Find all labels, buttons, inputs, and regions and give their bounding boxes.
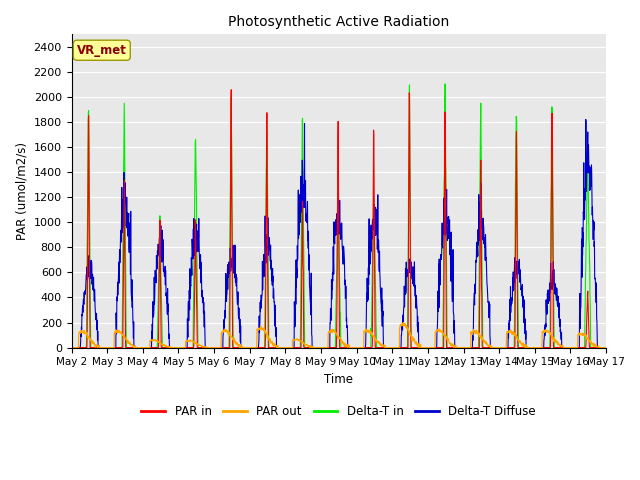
Y-axis label: PAR (umol/m2/s): PAR (umol/m2/s)	[15, 142, 28, 240]
Delta-T Diffuse	[68, 345, 76, 350]
Line: PAR out: PAR out	[72, 323, 606, 348]
Line: Delta-T Diffuse: Delta-T Diffuse	[72, 120, 606, 348]
PAR in	[602, 345, 610, 350]
PAR in	[570, 345, 578, 350]
PAR in	[217, 345, 225, 350]
Delta-T Diffuse	[217, 345, 225, 350]
Delta-T in	[354, 345, 362, 350]
PAR out	[602, 345, 610, 350]
X-axis label: Time: Time	[324, 373, 353, 386]
Delta-T in	[217, 345, 225, 350]
Delta-T in	[570, 345, 578, 350]
PAR in	[494, 345, 502, 350]
Delta-T in	[494, 345, 502, 350]
PAR in	[68, 345, 76, 350]
PAR in	[227, 87, 235, 93]
Line: PAR in: PAR in	[72, 90, 606, 348]
Delta-T Diffuse	[602, 345, 610, 350]
Delta-T in	[442, 81, 449, 87]
Delta-T in	[602, 345, 610, 350]
Delta-T Diffuse	[366, 225, 374, 230]
PAR out	[366, 328, 374, 334]
Delta-T Diffuse	[555, 315, 563, 321]
Delta-T in	[366, 345, 374, 350]
PAR out	[399, 320, 407, 325]
Delta-T Diffuse	[570, 345, 577, 350]
PAR in	[355, 345, 362, 350]
Delta-T Diffuse	[494, 345, 502, 350]
PAR out	[570, 345, 578, 350]
Title: Photosynthetic Active Radiation: Photosynthetic Active Radiation	[228, 15, 449, 29]
PAR out	[354, 345, 362, 350]
PAR out	[217, 345, 225, 350]
Delta-T in	[68, 345, 76, 350]
Text: VR_met: VR_met	[77, 44, 127, 57]
PAR in	[555, 345, 563, 350]
Delta-T Diffuse	[582, 117, 589, 122]
Delta-T Diffuse	[354, 345, 362, 350]
PAR out	[68, 345, 76, 350]
Line: Delta-T in: Delta-T in	[72, 84, 606, 348]
PAR in	[366, 345, 374, 350]
PAR out	[555, 342, 563, 348]
Delta-T in	[555, 345, 563, 350]
Legend: PAR in, PAR out, Delta-T in, Delta-T Diffuse: PAR in, PAR out, Delta-T in, Delta-T Dif…	[137, 400, 541, 423]
PAR out	[494, 345, 502, 350]
